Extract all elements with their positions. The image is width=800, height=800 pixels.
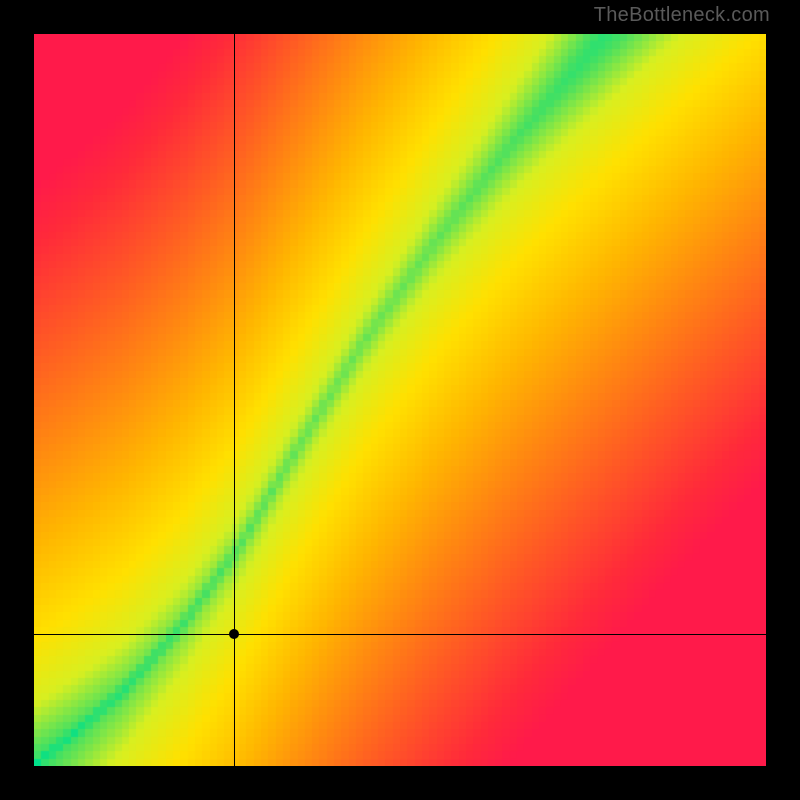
crosshair-horizontal <box>34 634 766 635</box>
watermark-text: TheBottleneck.com <box>594 4 770 27</box>
crosshair-vertical <box>234 34 235 766</box>
heatmap-canvas <box>34 34 766 766</box>
bottleneck-heatmap <box>34 34 766 766</box>
selected-point-marker <box>229 629 239 639</box>
